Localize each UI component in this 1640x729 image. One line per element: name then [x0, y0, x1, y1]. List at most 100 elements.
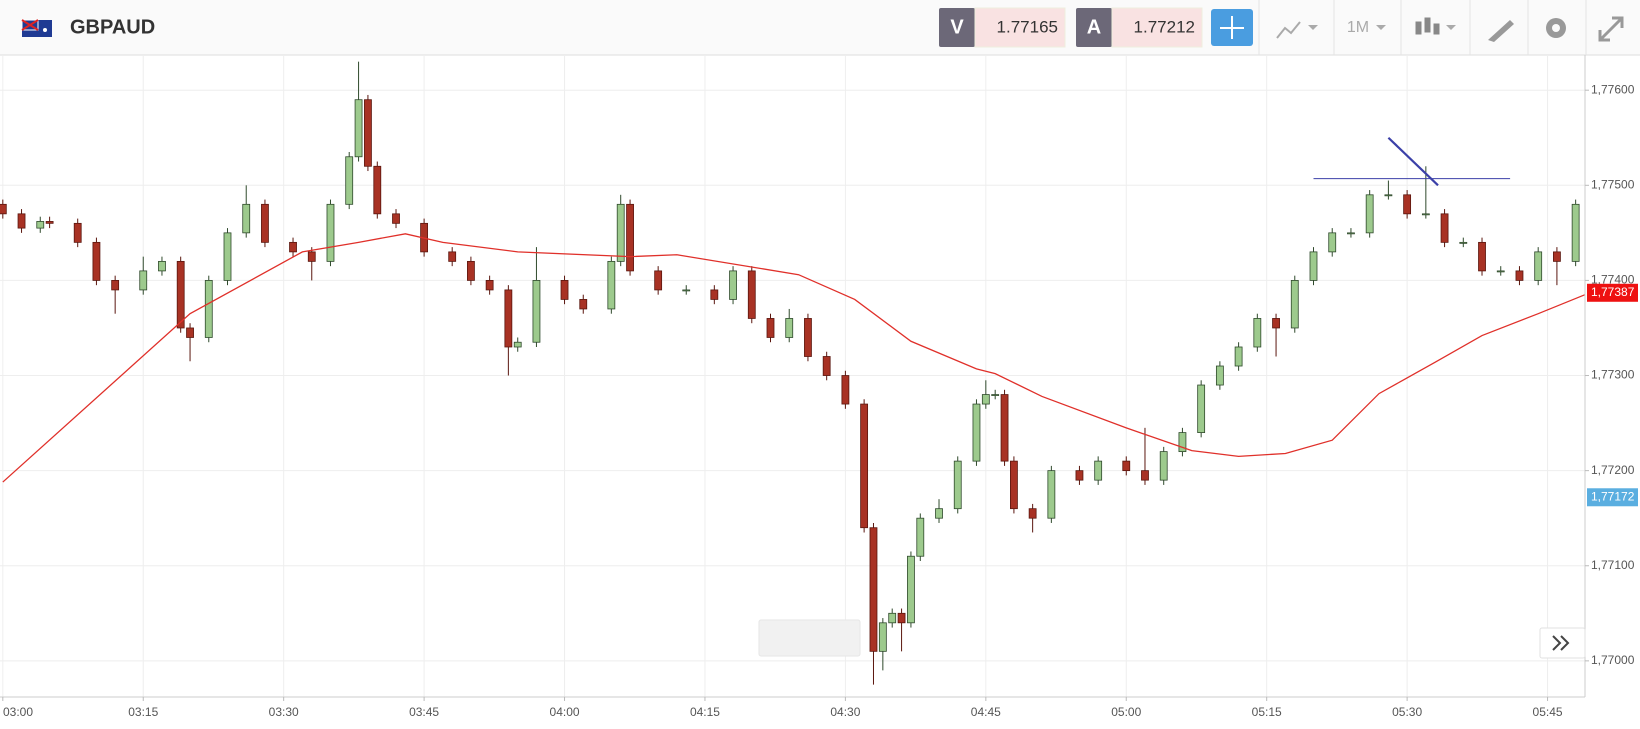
- candle-body: [17, 213, 26, 229]
- candle-body: [1478, 241, 1486, 272]
- y-tick-label: 1,77200: [1591, 463, 1635, 477]
- timeframe-button[interactable]: 1M: [1347, 19, 1369, 36]
- bid-label: V: [950, 16, 964, 38]
- ask-tag[interactable]: [1076, 8, 1112, 47]
- candle-body: [804, 318, 812, 357]
- candle-body: [364, 99, 372, 167]
- y-tick-label: 1,77600: [1591, 82, 1635, 96]
- candle-body: [204, 280, 213, 338]
- candle-body: [869, 527, 878, 652]
- bid-tag[interactable]: [939, 8, 975, 47]
- candle-body: [1272, 318, 1280, 329]
- candle-body: [1459, 241, 1468, 244]
- candle-body: [682, 289, 691, 292]
- candle-body: [888, 612, 897, 624]
- x-tick-label: 03:00: [3, 705, 33, 719]
- candle-body: [1403, 194, 1412, 215]
- x-tick-label: 04:45: [971, 705, 1001, 719]
- candle-body: [111, 280, 120, 291]
- candle-body: [326, 203, 335, 262]
- x-tick-label: 05:00: [1111, 705, 1141, 719]
- candle-body: [1215, 365, 1224, 386]
- trendline-drawing: [1387, 136, 1439, 187]
- scroll-right-button[interactable]: [1539, 627, 1586, 659]
- candle-body: [1253, 318, 1262, 348]
- candle-body: [504, 289, 513, 348]
- candle-body: [0, 203, 7, 215]
- candle-body: [242, 203, 251, 234]
- x-tick-label: 04:30: [830, 705, 860, 719]
- candle-body: [1515, 270, 1524, 281]
- dropdown-arrow: [1446, 25, 1456, 30]
- candle-body: [822, 356, 831, 376]
- flag-cross: [21, 19, 39, 31]
- candle-body: [186, 327, 194, 338]
- candle-body: [991, 394, 1000, 396]
- y-tick-label: 1,77000: [1591, 653, 1635, 667]
- bid-price: 1.77165: [997, 17, 1058, 36]
- dropdown-arrow: [1308, 25, 1318, 30]
- chart-type-button[interactable]: [1276, 21, 1301, 39]
- flag: [21, 19, 52, 37]
- x-tick-label: 03:45: [409, 705, 439, 719]
- candle-body: [45, 221, 54, 224]
- candle-body: [747, 270, 756, 319]
- candle-body: [1197, 384, 1206, 433]
- candle-body: [373, 165, 382, 215]
- price-label: 1,77172: [1591, 489, 1635, 503]
- y-tick-label: 1,77300: [1591, 368, 1635, 382]
- crosshair-icon: [1220, 16, 1244, 39]
- plot-area: [0, 55, 1586, 697]
- candle-body: [972, 403, 981, 462]
- candle-body: [448, 251, 457, 262]
- scroll-placeholder[interactable]: [758, 619, 861, 657]
- candle-body: [1159, 451, 1168, 481]
- candle-body: [532, 280, 541, 343]
- candle-body: [158, 260, 166, 272]
- candle-body: [654, 270, 663, 291]
- candle-body: [36, 221, 45, 229]
- x-tick-label: 05:30: [1392, 705, 1422, 719]
- candle-body: [907, 555, 915, 624]
- fullscreen-button[interactable]: [1598, 16, 1624, 42]
- candle-body: [607, 260, 616, 310]
- candle-body: [1440, 213, 1449, 243]
- candle-style-button[interactable]: [1415, 17, 1440, 35]
- ask-price: 1.77212: [1134, 17, 1195, 36]
- candle-body: [916, 517, 925, 557]
- dropdown-arrow: [1376, 25, 1386, 30]
- price-label-box: [1587, 283, 1638, 302]
- candle-body: [766, 318, 775, 338]
- candle-body: [223, 232, 232, 281]
- candle-body: [1141, 470, 1149, 481]
- candle-body: [176, 260, 185, 329]
- candle-body: [1290, 280, 1299, 329]
- candle-body: [1328, 232, 1337, 253]
- ask-label: A: [1087, 16, 1101, 38]
- candle-body: [841, 375, 850, 405]
- candle-body: [513, 341, 522, 348]
- x-tick-label: 05:45: [1533, 705, 1563, 719]
- candle-body: [860, 403, 869, 529]
- candle-body: [579, 299, 588, 310]
- candle-body: [953, 460, 962, 510]
- candle-body: [139, 270, 148, 291]
- scroll-icon: [1552, 635, 1570, 651]
- candle-body: [981, 394, 990, 405]
- x-tick-label: 04:00: [550, 705, 580, 719]
- candle-body: [1028, 508, 1037, 519]
- bid-box[interactable]: [974, 7, 1066, 48]
- x-tick-label: 03:30: [269, 705, 299, 719]
- candle-body: [1534, 251, 1543, 281]
- candle-body: [307, 251, 316, 262]
- draw-tool-button[interactable]: [1488, 20, 1514, 42]
- header-bar: [0, 0, 1640, 55]
- ask-box[interactable]: [1111, 7, 1203, 48]
- candle-body: [1075, 470, 1084, 481]
- candle-body: [1000, 394, 1009, 462]
- candle-body: [1094, 460, 1103, 481]
- candle-body: [1384, 194, 1393, 197]
- candle-body: [261, 203, 269, 243]
